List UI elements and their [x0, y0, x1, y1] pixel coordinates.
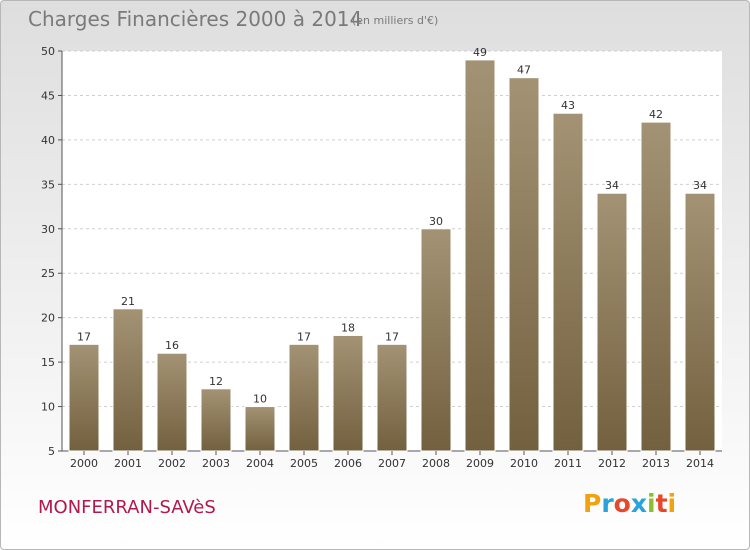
bar — [552, 112, 584, 452]
x-tick-label: 2004 — [246, 457, 274, 470]
data-label: 47 — [517, 64, 531, 77]
bar — [464, 59, 496, 452]
bar — [420, 228, 452, 452]
data-label: 17 — [385, 330, 399, 343]
data-label: 17 — [297, 330, 311, 343]
chart-title: Charges Financières 2000 à 2014 — [28, 7, 363, 31]
data-label: 34 — [605, 179, 619, 192]
bar — [68, 343, 100, 452]
bar — [508, 77, 540, 452]
y-tick-label: 50 — [41, 45, 55, 58]
data-label: 30 — [429, 215, 443, 228]
y-tick-label: 25 — [41, 267, 55, 280]
bar — [332, 334, 364, 452]
bar — [288, 343, 320, 452]
data-label: 10 — [253, 393, 267, 406]
bar — [640, 121, 672, 452]
commune-name: MONFERRAN-SAVèS — [38, 497, 216, 518]
x-tick-label: 2000 — [70, 457, 98, 470]
bar — [684, 192, 716, 452]
y-tick-label: 30 — [41, 223, 55, 236]
chart-subtitle: (en milliers d'€) — [352, 14, 439, 27]
y-tick-label: 35 — [41, 178, 55, 191]
data-label: 17 — [77, 330, 91, 343]
x-tick-label: 2001 — [114, 457, 142, 470]
data-label: 18 — [341, 321, 355, 334]
bar — [112, 308, 144, 452]
x-tick-label: 2002 — [158, 457, 186, 470]
x-tick-label: 2009 — [466, 457, 494, 470]
x-tick-label: 2014 — [686, 457, 714, 470]
y-tick-label: 20 — [41, 312, 55, 325]
x-tick-label: 2013 — [642, 457, 670, 470]
data-label: 16 — [165, 339, 179, 352]
x-tick-label: 2003 — [202, 457, 230, 470]
data-label: 42 — [649, 108, 663, 121]
bar — [200, 388, 232, 452]
y-tick-label: 5 — [48, 445, 55, 458]
y-tick-label: 15 — [41, 356, 55, 369]
y-tick-label: 40 — [41, 134, 55, 147]
y-tick-label: 10 — [41, 401, 55, 414]
x-tick-label: 2010 — [510, 457, 538, 470]
data-label: 34 — [693, 179, 707, 192]
x-tick-label: 2006 — [334, 457, 362, 470]
bar — [376, 343, 408, 452]
data-label: 21 — [121, 295, 135, 308]
bar — [244, 406, 276, 452]
proxiti-logo: Proxiti — [583, 489, 677, 518]
x-tick-label: 2012 — [598, 457, 626, 470]
x-tick-label: 2005 — [290, 457, 318, 470]
y-tick-label: 45 — [41, 89, 55, 102]
data-label: 49 — [473, 46, 487, 59]
x-tick-label: 2011 — [554, 457, 582, 470]
x-tick-label: 2008 — [422, 457, 450, 470]
data-label: 43 — [561, 99, 575, 112]
bar — [156, 352, 188, 452]
x-tick-label: 2007 — [378, 457, 406, 470]
bar — [596, 192, 628, 452]
data-label: 12 — [209, 375, 223, 388]
